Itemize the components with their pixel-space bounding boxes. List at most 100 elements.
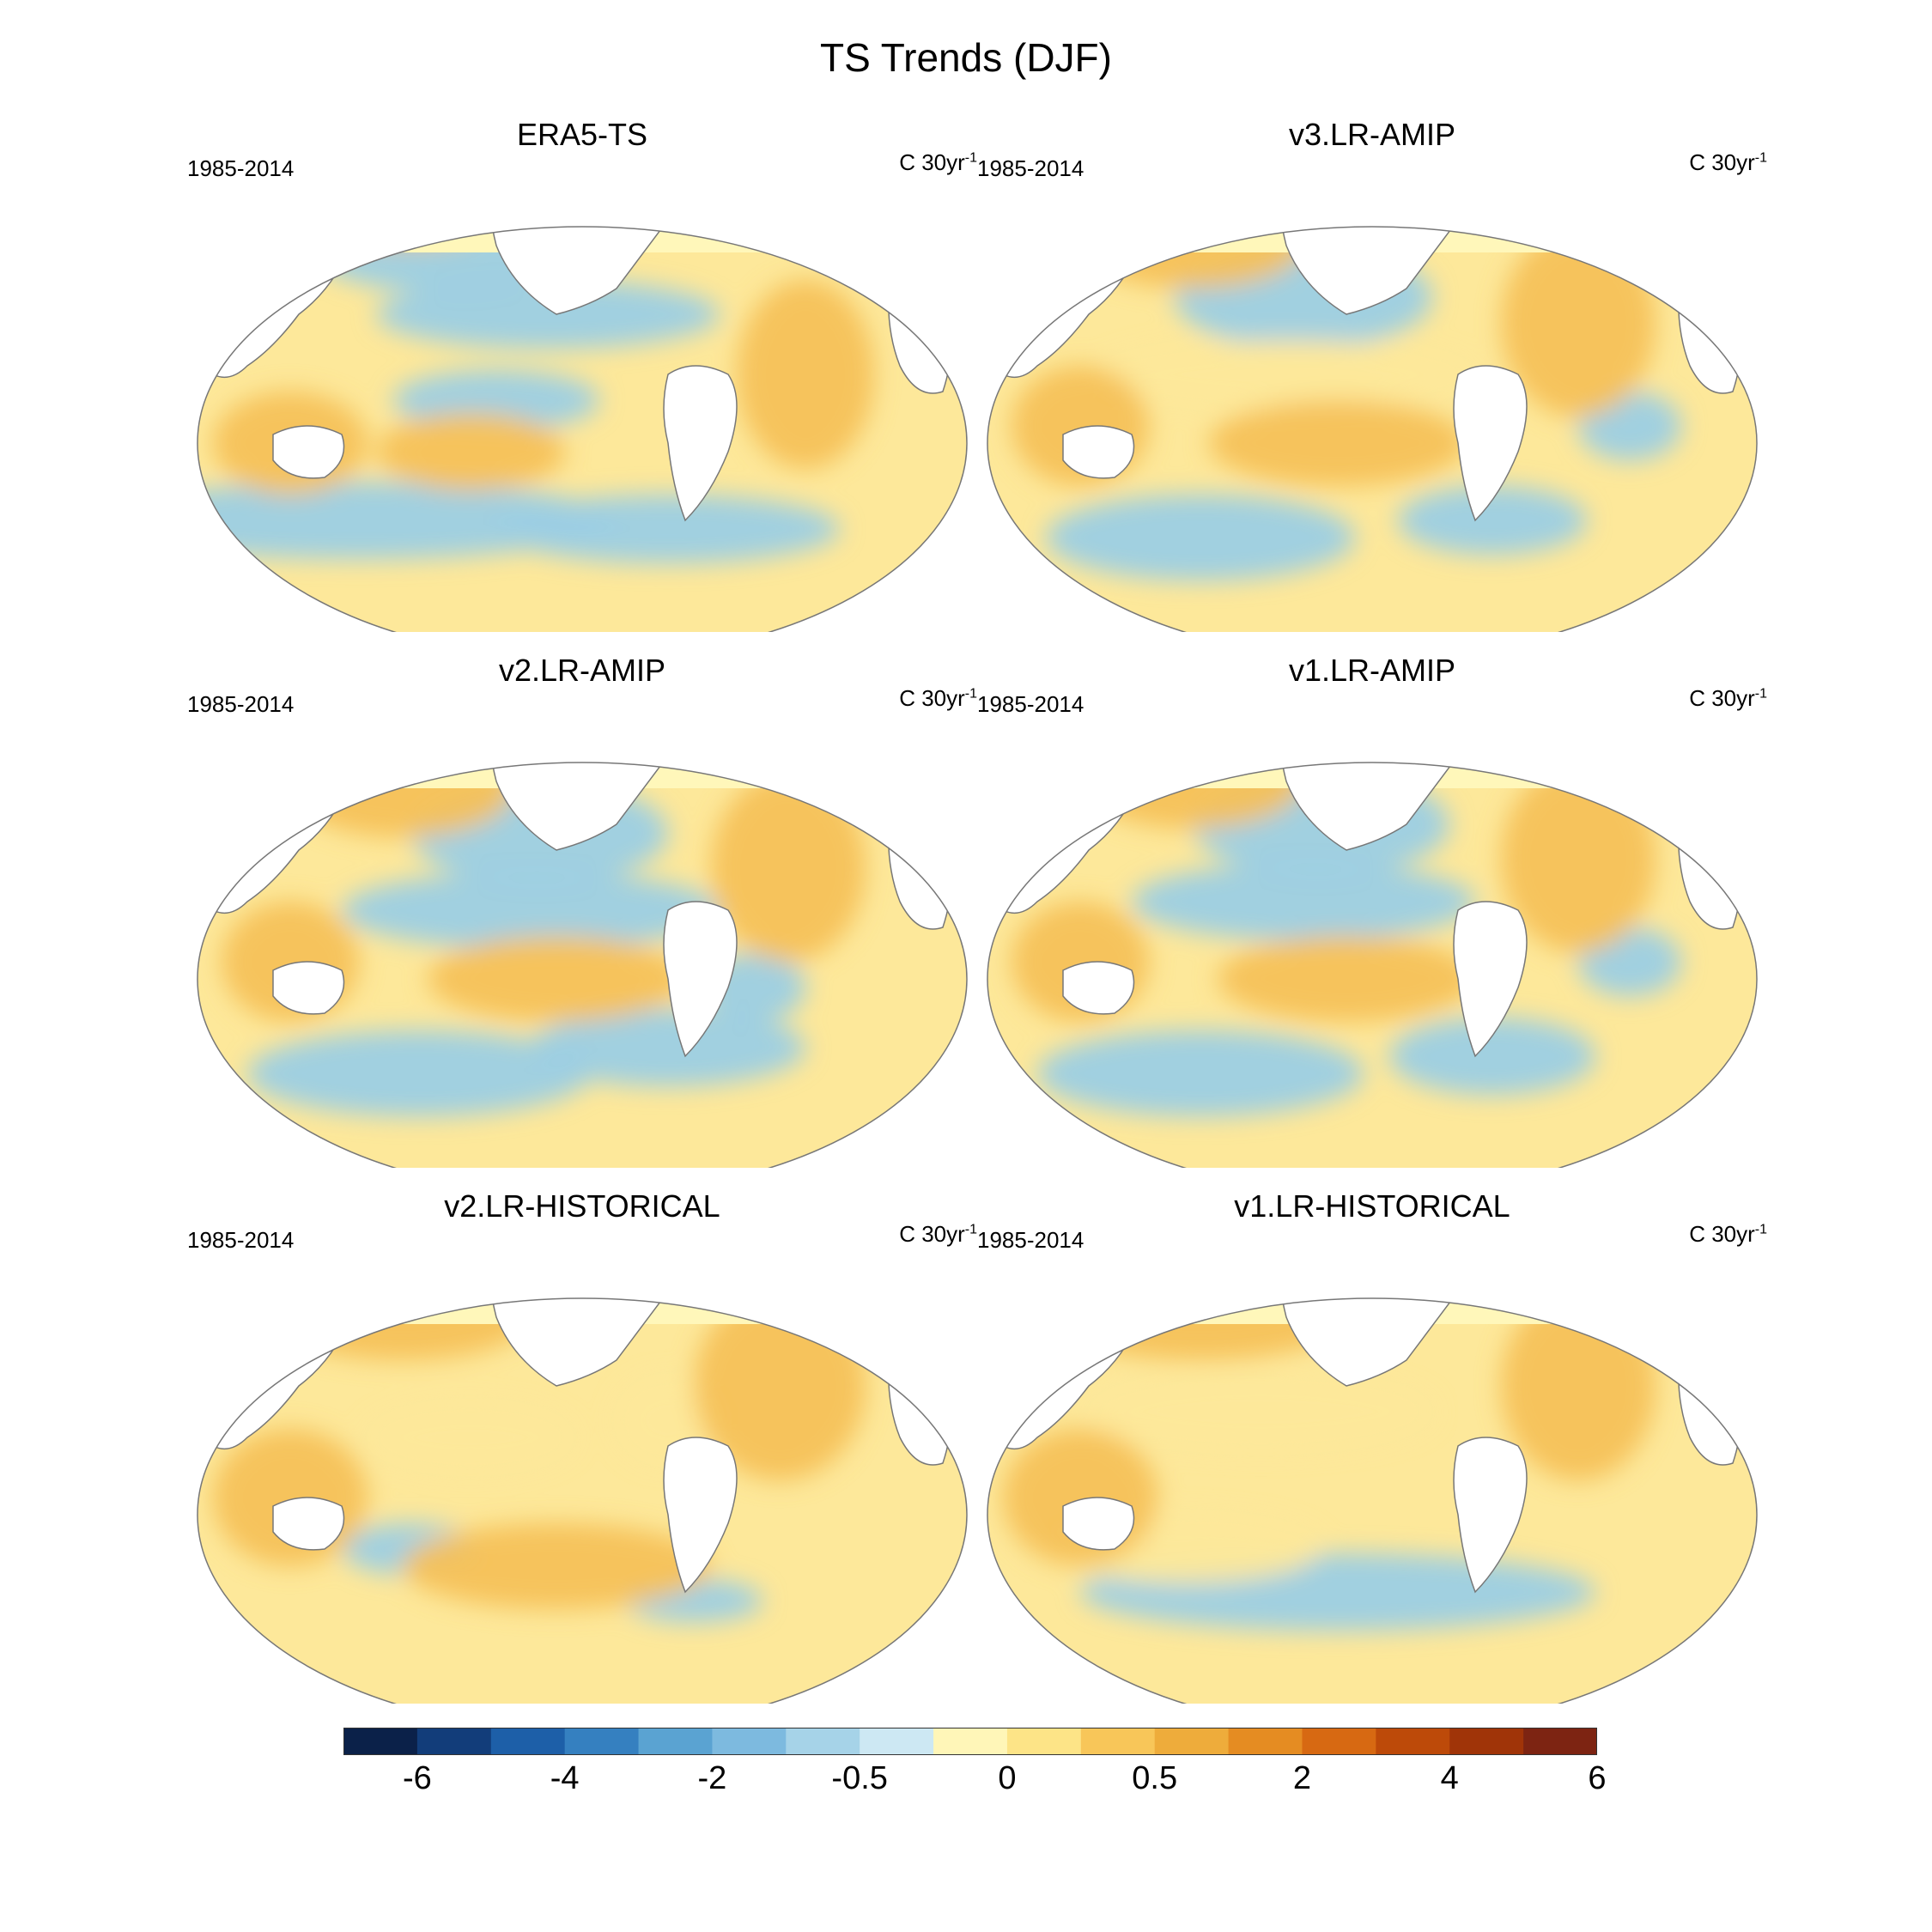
trend-region xyxy=(247,1030,591,1116)
trend-region xyxy=(1097,340,1475,409)
units-label: C 30yr-1 xyxy=(899,1221,977,1247)
land-mass xyxy=(1277,762,1459,851)
period-label: 1985-2014 xyxy=(977,1227,1084,1253)
colorbar-segment xyxy=(1154,1728,1230,1755)
period-label: 1985-2014 xyxy=(187,155,295,181)
trend-region xyxy=(711,773,866,962)
land-mass xyxy=(1130,762,1270,782)
colorbar-tick-label: -4 xyxy=(550,1760,580,1796)
colorbar-segment xyxy=(860,1728,934,1755)
map-panel-era5-ts: ERA5-TS 1985-2014 C 30yr-1 xyxy=(187,117,977,632)
land-mass xyxy=(272,425,345,479)
trend-region xyxy=(1389,1018,1595,1095)
trend-region xyxy=(737,280,874,469)
colorbar-tick-label: 6 xyxy=(1588,1760,1607,1796)
figure-title: TS Trends (DJF) xyxy=(820,35,1112,80)
trend-region xyxy=(496,495,840,563)
colorbar-segment xyxy=(933,1728,1008,1755)
map-panel-v2-lr-amip: v2.LR-AMIP 1985-2014 C 30yr-1 xyxy=(187,653,977,1168)
land-mass xyxy=(1277,227,1459,315)
land-mass xyxy=(487,1298,669,1387)
world-map xyxy=(197,226,968,632)
colorbar-tick-label: 4 xyxy=(1440,1760,1459,1796)
panel-title: ERA5-TS xyxy=(516,117,648,152)
colorbar-border xyxy=(343,1728,1597,1755)
colorbar-segment xyxy=(1006,1728,1082,1755)
trend-region xyxy=(531,1009,805,1086)
map-panel-v2-lr-historical: v2.LR-HISTORICAL 1985-2014 C 30yr-1 xyxy=(187,1188,977,1704)
land-mass xyxy=(1130,227,1270,246)
colorbar-segment xyxy=(416,1728,492,1755)
panel-title: v1.LR-AMIP xyxy=(1288,653,1456,688)
period-label: 1985-2014 xyxy=(977,691,1084,717)
colorbar-segment xyxy=(712,1728,787,1755)
colorbar-segment xyxy=(1376,1728,1450,1755)
colorbar-segment xyxy=(1302,1728,1376,1755)
panel-title: v1.LR-HISTORICAL xyxy=(1234,1188,1510,1224)
land-mass xyxy=(1453,901,1528,1058)
trend-region xyxy=(1398,486,1587,555)
world-map xyxy=(987,226,1758,632)
trend-region xyxy=(1209,400,1467,486)
trend-region xyxy=(342,872,720,949)
map-panel-v1-lr-amip: v1.LR-AMIP 1985-2014 C 30yr-1 xyxy=(977,653,1767,1168)
land-mass xyxy=(663,901,738,1058)
land-mass xyxy=(1453,1437,1528,1594)
colorbar-tick-label: -2 xyxy=(697,1760,727,1796)
colorbar-segment xyxy=(1080,1728,1156,1755)
world-map xyxy=(197,1297,968,1704)
period-label: 1985-2014 xyxy=(187,691,295,717)
map-frame xyxy=(987,1297,1758,1704)
colorbar-segment xyxy=(490,1728,566,1755)
colorbar-segment xyxy=(1449,1728,1524,1755)
map-panel-v1-lr-historical: v1.LR-HISTORICAL 1985-2014 C 30yr-1 xyxy=(977,1188,1767,1704)
land-mass xyxy=(487,227,669,315)
colorbar-segment xyxy=(1523,1728,1597,1755)
colorbar-tick-label: -6 xyxy=(402,1760,432,1796)
land-mass xyxy=(272,1497,345,1551)
world-map xyxy=(197,762,968,1168)
trend-region xyxy=(1046,495,1355,580)
land-mass xyxy=(1453,365,1528,522)
colorbar-tick-label: 0 xyxy=(998,1760,1017,1796)
colorbar-segment xyxy=(638,1728,713,1755)
land-mass xyxy=(663,365,738,522)
trend-region xyxy=(402,1523,711,1609)
land-mass xyxy=(272,961,345,1015)
trend-region xyxy=(428,936,685,1022)
colorbar-tick-label: 2 xyxy=(1292,1760,1312,1796)
trend-region xyxy=(1037,1030,1364,1116)
trend-region xyxy=(368,1403,574,1472)
units-label: C 30yr-1 xyxy=(1689,149,1767,175)
units-label: C 30yr-1 xyxy=(1689,1221,1767,1247)
period-label: 1985-2014 xyxy=(977,155,1084,181)
colorbar-segment xyxy=(786,1728,860,1755)
colorbar-tick-label: 0.5 xyxy=(1132,1760,1178,1796)
colorbar-segment xyxy=(1228,1728,1303,1755)
land-mass xyxy=(487,762,669,851)
world-map xyxy=(987,762,1758,1168)
map-frame xyxy=(197,762,968,1168)
world-map xyxy=(987,1297,1758,1704)
land-mass xyxy=(1130,1298,1270,1318)
colorbar-segment xyxy=(343,1728,418,1755)
colorbar-tick-label: -0.5 xyxy=(831,1760,888,1796)
land-mass xyxy=(1062,425,1135,479)
land-mass xyxy=(340,227,480,246)
units-label: C 30yr-1 xyxy=(899,149,977,175)
map-frame xyxy=(987,762,1758,1168)
panel-title: v3.LR-AMIP xyxy=(1288,117,1456,152)
trend-region xyxy=(376,280,720,349)
trend-region xyxy=(1132,863,1475,940)
trend-region xyxy=(1218,936,1475,1022)
units-label: C 30yr-1 xyxy=(899,685,977,711)
trend-region xyxy=(1089,1373,1432,1450)
panel-title: v2.LR-HISTORICAL xyxy=(444,1188,720,1224)
land-mass xyxy=(1062,961,1135,1015)
land-mass xyxy=(340,762,480,782)
map-frame xyxy=(987,226,1758,632)
trend-region xyxy=(376,413,565,490)
panel-title: v2.LR-AMIP xyxy=(498,653,666,688)
map-frame xyxy=(197,226,968,632)
land-mass xyxy=(1062,1497,1135,1551)
